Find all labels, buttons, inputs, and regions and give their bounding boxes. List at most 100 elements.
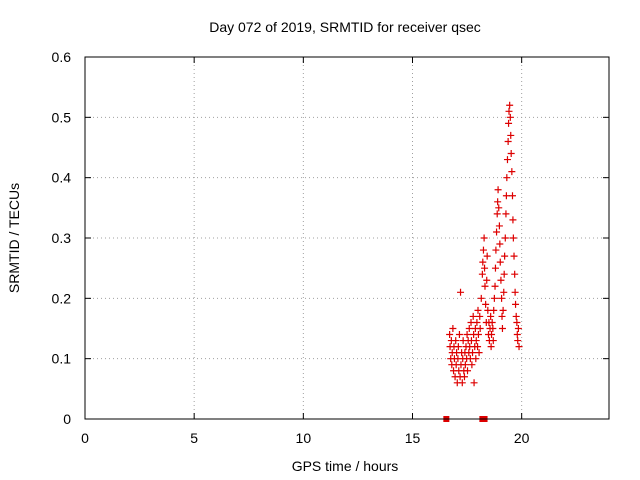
data-point bbox=[515, 343, 523, 351]
data-point bbox=[452, 337, 460, 345]
x-axis: 0 5 10 15 20 bbox=[81, 57, 530, 446]
data-point bbox=[502, 210, 510, 218]
x-tick-label: 15 bbox=[405, 430, 421, 446]
y-tick-label: 0.2 bbox=[52, 290, 72, 306]
x-tick-label: 5 bbox=[190, 430, 198, 446]
data-point bbox=[491, 264, 499, 272]
data-point bbox=[500, 288, 508, 296]
y-tick-label: 0 bbox=[63, 411, 71, 427]
y-tick-label: 0.1 bbox=[52, 351, 72, 367]
data-point bbox=[507, 131, 515, 139]
data-point bbox=[479, 258, 487, 266]
data-point bbox=[480, 234, 488, 242]
data-point bbox=[488, 331, 496, 339]
data-point bbox=[481, 282, 489, 290]
data-point bbox=[495, 222, 503, 230]
data-point bbox=[501, 234, 509, 242]
data-point bbox=[457, 288, 465, 296]
data-point bbox=[514, 325, 522, 332]
data-point bbox=[461, 361, 469, 369]
data-point bbox=[502, 192, 510, 200]
data-point bbox=[497, 276, 505, 284]
x-tick-label: 20 bbox=[514, 430, 530, 446]
data-point bbox=[482, 300, 490, 308]
data-point bbox=[491, 282, 499, 290]
data-point bbox=[512, 312, 520, 320]
data-point bbox=[498, 294, 506, 302]
data-point bbox=[493, 210, 501, 218]
data-point bbox=[508, 192, 516, 200]
grid-lines bbox=[85, 57, 609, 419]
data-point bbox=[489, 337, 497, 345]
data-point bbox=[484, 306, 492, 314]
data-point bbox=[498, 312, 506, 320]
data-point bbox=[487, 343, 495, 351]
data-point bbox=[464, 367, 472, 375]
data-point bbox=[454, 343, 462, 351]
data-point bbox=[474, 343, 482, 351]
data-point bbox=[505, 107, 513, 115]
data-point bbox=[490, 306, 498, 314]
data-point bbox=[494, 186, 502, 194]
data-point bbox=[495, 204, 503, 212]
data-point bbox=[455, 331, 463, 339]
data-point bbox=[477, 294, 485, 302]
data-point bbox=[472, 355, 480, 363]
data-point bbox=[474, 331, 482, 339]
data-point bbox=[481, 264, 489, 272]
data-point bbox=[449, 325, 457, 332]
data-point bbox=[508, 168, 516, 176]
data-point bbox=[492, 246, 500, 254]
data-point bbox=[512, 300, 520, 308]
data-point bbox=[493, 228, 501, 236]
y-tick-label: 0.3 bbox=[52, 230, 72, 246]
data-point bbox=[509, 216, 517, 224]
data-point bbox=[507, 150, 515, 158]
data-point bbox=[489, 325, 497, 332]
y-axis-label: SRMTID / TECUs bbox=[6, 183, 22, 293]
data-point bbox=[478, 270, 486, 278]
data-point bbox=[473, 318, 481, 326]
y-axis: 0 0.1 0.2 0.3 0.4 0.5 0.6 bbox=[52, 49, 609, 427]
data-point bbox=[505, 119, 513, 127]
data-point bbox=[506, 101, 514, 109]
data-point bbox=[468, 361, 476, 369]
data-point bbox=[470, 379, 478, 387]
data-point bbox=[503, 174, 511, 182]
data-point bbox=[465, 325, 473, 332]
data-point bbox=[504, 137, 512, 145]
data-point bbox=[490, 294, 498, 302]
data-point bbox=[467, 318, 475, 326]
chart-title: Day 072 of 2019, SRMTID for receiver qse… bbox=[209, 19, 481, 35]
data-point bbox=[472, 337, 480, 345]
data-point bbox=[513, 318, 521, 326]
plot-frame bbox=[84, 56, 610, 420]
y-tick-label: 0.4 bbox=[52, 170, 72, 186]
data-point bbox=[446, 331, 454, 339]
data-point bbox=[469, 312, 477, 320]
data-point bbox=[483, 276, 491, 284]
data-point bbox=[460, 373, 468, 381]
x-axis-label: GPS time / hours bbox=[292, 458, 399, 474]
data-point bbox=[469, 349, 477, 357]
data-point bbox=[506, 113, 514, 121]
data-point bbox=[488, 318, 496, 326]
data-point bbox=[500, 270, 508, 278]
data-point bbox=[463, 331, 471, 339]
data-point bbox=[494, 198, 502, 206]
data-points bbox=[443, 101, 523, 422]
data-point bbox=[474, 306, 482, 314]
data-point bbox=[487, 312, 495, 320]
data-point bbox=[511, 270, 519, 278]
data-point bbox=[514, 337, 522, 345]
data-point bbox=[503, 156, 511, 164]
data-point bbox=[476, 312, 484, 320]
x-tick-label: 10 bbox=[296, 430, 312, 446]
y-tick-label: 0.5 bbox=[52, 109, 72, 125]
data-point bbox=[483, 252, 491, 260]
x-tick-label: 0 bbox=[81, 430, 89, 446]
data-point bbox=[513, 331, 521, 339]
data-point bbox=[458, 379, 466, 387]
data-point bbox=[496, 258, 504, 266]
